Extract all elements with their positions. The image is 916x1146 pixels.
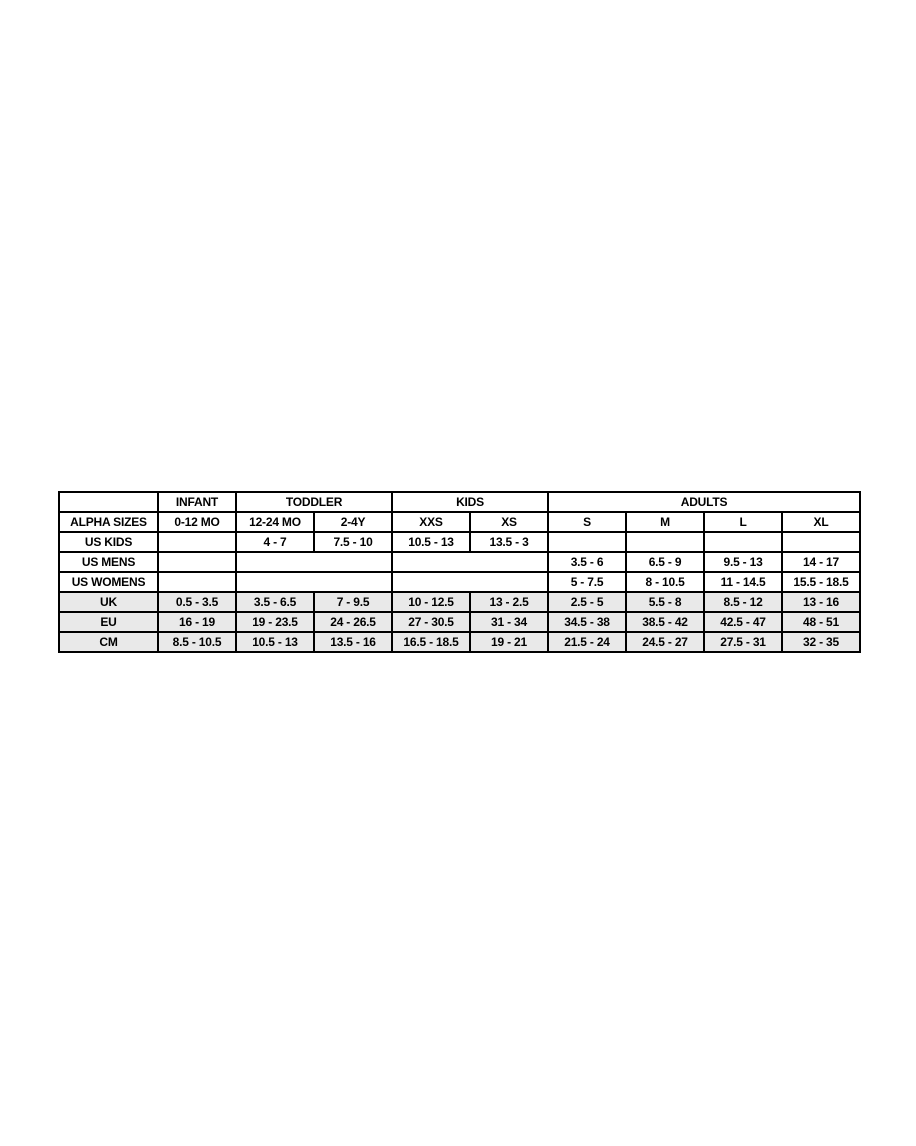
empty-cell bbox=[157, 571, 237, 593]
row-label-us-womens: US WOMENS bbox=[58, 571, 159, 593]
size-value-cell: 14 - 17 bbox=[781, 551, 862, 573]
eu-row: EU 16 - 19 19 - 23.5 24 - 26.5 27 - 30.5 31 -… bbox=[58, 611, 862, 633]
group-header-toddler: TODDLER bbox=[234, 491, 394, 513]
col-header-2-4y: 2-4Y bbox=[312, 511, 394, 533]
empty-cell bbox=[391, 571, 550, 593]
size-value-cell: 48 - 51 bbox=[781, 611, 862, 633]
empty-cell bbox=[625, 531, 706, 553]
size-value-cell: 5.5 - 8 bbox=[625, 591, 706, 613]
size-value-cell: 10.5 - 13 bbox=[391, 531, 472, 553]
size-value-cell: 16 - 19 bbox=[157, 611, 237, 633]
size-value-cell: 8.5 - 12 bbox=[703, 591, 784, 613]
row-label-alpha-sizes: ALPHA SIZES bbox=[58, 511, 159, 533]
row-label-uk: UK bbox=[58, 591, 159, 613]
size-value-cell: 27 - 30.5 bbox=[391, 611, 472, 633]
size-value-cell: 6.5 - 9 bbox=[625, 551, 706, 573]
col-header-xl: XL bbox=[781, 511, 862, 533]
row-label-cm: CM bbox=[58, 631, 159, 653]
size-value-cell: 3.5 - 6.5 bbox=[235, 591, 315, 613]
group-header-row: INFANT TODDLER KIDS ADULTS bbox=[58, 491, 862, 513]
size-value-cell: 32 - 35 bbox=[781, 631, 862, 653]
empty-cell bbox=[703, 531, 784, 553]
size-value-cell: 13 - 2.5 bbox=[469, 591, 550, 613]
size-value-cell: 10 - 12.5 bbox=[391, 591, 472, 613]
us-kids-row: US KIDS 4 - 7 7.5 - 10 10.5 - 13 13.5 - 3 bbox=[58, 531, 862, 553]
size-chart-body: INFANT TODDLER KIDS ADULTS ALPHA SIZES 0-12 M… bbox=[58, 491, 862, 653]
size-value-cell: 34.5 - 38 bbox=[547, 611, 628, 633]
size-value-cell: 13 - 16 bbox=[781, 591, 862, 613]
size-value-cell: 42.5 - 47 bbox=[703, 611, 784, 633]
col-header-xxs: XXS bbox=[391, 511, 472, 533]
empty-cell bbox=[547, 531, 628, 553]
empty-cell bbox=[157, 531, 237, 553]
size-value-cell: 19 - 21 bbox=[469, 631, 550, 653]
size-value-cell: 9.5 - 13 bbox=[703, 551, 784, 573]
size-value-cell: 10.5 - 13 bbox=[235, 631, 315, 653]
cm-row: CM 8.5 - 10.5 10.5 - 13 13.5 - 16 16.5 - 18.… bbox=[58, 631, 862, 653]
col-header-m: M bbox=[625, 511, 706, 533]
size-value-cell: 13.5 - 16 bbox=[312, 631, 394, 653]
group-header-adults: ADULTS bbox=[547, 491, 862, 513]
corner-cell bbox=[58, 491, 159, 513]
empty-cell bbox=[391, 551, 550, 573]
col-header-l: L bbox=[703, 511, 784, 533]
row-label-us-mens: US MENS bbox=[58, 551, 159, 573]
uk-row: UK 0.5 - 3.5 3.5 - 6.5 7 - 9.5 10 - 12.5 13 -… bbox=[58, 591, 862, 613]
size-value-cell: 19 - 23.5 bbox=[235, 611, 315, 633]
size-value-cell: 5 - 7.5 bbox=[547, 571, 628, 593]
col-header-s: S bbox=[547, 511, 628, 533]
empty-cell bbox=[157, 551, 237, 573]
us-mens-row: US MENS 3.5 - 6 6.5 - 9 9.5 - 13 14 - 17 bbox=[58, 551, 862, 573]
size-value-cell: 3.5 - 6 bbox=[547, 551, 628, 573]
col-header-xs: XS bbox=[469, 511, 550, 533]
size-value-cell: 13.5 - 3 bbox=[469, 531, 550, 553]
size-value-cell: 24.5 - 27 bbox=[625, 631, 706, 653]
size-value-cell: 11 - 14.5 bbox=[703, 571, 784, 593]
size-value-cell: 8 - 10.5 bbox=[625, 571, 706, 593]
size-value-cell: 31 - 34 bbox=[469, 611, 550, 633]
alpha-sizes-row: ALPHA SIZES 0-12 MO 12-24 MO 2-4Y XXS XS S M L XL bbox=[58, 511, 862, 533]
empty-cell bbox=[781, 531, 862, 553]
col-header-12-24-mo: 12-24 MO bbox=[235, 511, 315, 533]
size-value-cell: 0.5 - 3.5 bbox=[157, 591, 237, 613]
size-chart-table: INFANT TODDLER KIDS ADULTS ALPHA SIZES 0-12 M… bbox=[58, 491, 862, 653]
size-value-cell: 7 - 9.5 bbox=[312, 591, 394, 613]
size-value-cell: 8.5 - 10.5 bbox=[157, 631, 237, 653]
empty-cell bbox=[234, 571, 394, 593]
size-value-cell: 27.5 - 31 bbox=[703, 631, 784, 653]
size-value-cell: 24 - 26.5 bbox=[312, 611, 394, 633]
row-label-eu: EU bbox=[58, 611, 159, 633]
us-womens-row: US WOMENS 5 - 7.5 8 - 10.5 11 - 14.5 15.5 - … bbox=[58, 571, 862, 593]
empty-cell bbox=[234, 551, 394, 573]
group-header-kids: KIDS bbox=[391, 491, 550, 513]
group-header-infant: INFANT bbox=[157, 491, 237, 513]
size-value-cell: 16.5 - 18.5 bbox=[391, 631, 472, 653]
size-value-cell: 21.5 - 24 bbox=[547, 631, 628, 653]
size-value-cell: 2.5 - 5 bbox=[547, 591, 628, 613]
size-value-cell: 7.5 - 10 bbox=[312, 531, 394, 553]
col-header-0-12-mo: 0-12 MO bbox=[157, 511, 237, 533]
size-value-cell: 38.5 - 42 bbox=[625, 611, 706, 633]
size-value-cell: 15.5 - 18.5 bbox=[781, 571, 862, 593]
row-label-us-kids: US KIDS bbox=[58, 531, 159, 553]
size-value-cell: 4 - 7 bbox=[235, 531, 315, 553]
